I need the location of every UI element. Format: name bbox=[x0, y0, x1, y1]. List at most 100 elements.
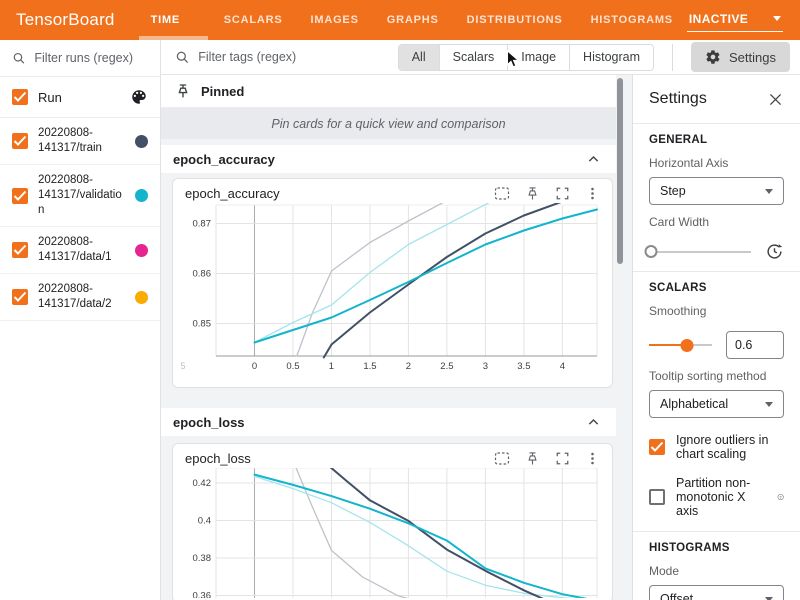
smoothing-value-input[interactable] bbox=[726, 331, 784, 359]
card-width-slider[interactable] bbox=[649, 251, 751, 253]
pin-icon bbox=[175, 83, 191, 99]
card-title: epoch_loss bbox=[185, 451, 251, 466]
epoch-accuracy-line-chart[interactable]: 00.511.522.533.540.850.860.875 bbox=[181, 203, 605, 379]
section-header-epoch-loss[interactable]: epoch_loss bbox=[161, 408, 616, 436]
run-column-label: Run bbox=[38, 90, 120, 105]
svg-text:0.5: 0.5 bbox=[286, 361, 299, 372]
chevron-down-icon bbox=[765, 597, 773, 600]
data-table-toggle-icon[interactable] bbox=[494, 186, 510, 201]
smoothing-slider[interactable] bbox=[649, 344, 712, 346]
card-header: epoch_loss bbox=[173, 444, 612, 468]
histogram-mode-value: Offset bbox=[660, 592, 693, 600]
settings-button[interactable]: Settings bbox=[691, 42, 790, 72]
run-row-data-2[interactable]: 20220808-141317/data/2 bbox=[0, 274, 160, 321]
run-checkbox[interactable] bbox=[12, 242, 28, 258]
tab-histograms[interactable]: HISTOGRAMS bbox=[577, 0, 687, 40]
section-header-epoch-accuracy[interactable]: epoch_accuracy bbox=[161, 145, 616, 173]
help-icon[interactable]: ? bbox=[777, 490, 784, 504]
pinned-title: Pinned bbox=[201, 84, 244, 99]
pinned-empty-message: Pin cards for a quick view and compariso… bbox=[161, 108, 616, 139]
run-name: 20220808-141317/validation bbox=[38, 173, 125, 218]
reset-icon[interactable] bbox=[765, 242, 784, 261]
tag-filter-input[interactable] bbox=[198, 50, 389, 64]
data-table-toggle-icon[interactable] bbox=[494, 451, 510, 466]
tab-graphs[interactable]: GRAPHS bbox=[373, 0, 453, 40]
runs-filter-row bbox=[0, 40, 160, 77]
settings-panel-title: Settings bbox=[649, 90, 707, 108]
tag-toolbar: All Scalars Image Histogram Settings bbox=[161, 40, 800, 75]
filter-scalars-button[interactable]: Scalars bbox=[439, 45, 508, 70]
tab-time-series[interactable]: TIME SERIES bbox=[137, 0, 210, 40]
tooltip-sorting-label: Tooltip sorting method bbox=[649, 369, 784, 383]
pin-icon[interactable] bbox=[525, 451, 540, 466]
ignore-outliers-label: Ignore outliers in chart scaling bbox=[676, 433, 784, 461]
histogram-mode-select[interactable]: Offset bbox=[649, 585, 784, 600]
scalars-section-heading: SCALARS bbox=[649, 282, 784, 294]
run-row-validation[interactable]: 20220808-141317/validation bbox=[0, 165, 160, 227]
svg-text:?: ? bbox=[779, 495, 781, 499]
horizontal-axis-select[interactable]: Step bbox=[649, 177, 784, 205]
general-section-heading: GENERAL bbox=[649, 134, 784, 146]
runs-filter-input[interactable] bbox=[34, 51, 148, 65]
run-checkbox[interactable] bbox=[12, 188, 28, 204]
partition-x-axis-checkbox[interactable] bbox=[649, 489, 665, 505]
svg-text:0.36: 0.36 bbox=[193, 591, 212, 598]
run-row-data-1[interactable]: 20220808-141317/data/1 bbox=[0, 227, 160, 274]
run-name: 20220808-141317/data/1 bbox=[38, 235, 125, 265]
tooltip-sorting-value: Alphabetical bbox=[660, 397, 728, 411]
chevron-down-icon bbox=[765, 402, 773, 407]
svg-text:0: 0 bbox=[252, 361, 257, 372]
filter-histogram-button[interactable]: Histogram bbox=[569, 45, 653, 70]
palette-icon[interactable] bbox=[130, 88, 148, 106]
chevron-down-icon bbox=[765, 189, 773, 194]
pin-icon[interactable] bbox=[525, 186, 540, 201]
search-icon bbox=[12, 50, 25, 66]
run-name: 20220808-141317/train bbox=[38, 126, 125, 156]
svg-text:2: 2 bbox=[406, 361, 411, 372]
more-options-icon[interactable] bbox=[585, 186, 600, 201]
section-title: epoch_accuracy bbox=[173, 152, 275, 167]
svg-text:0.38: 0.38 bbox=[193, 553, 212, 564]
fullscreen-icon[interactable] bbox=[555, 186, 570, 201]
filter-all-button[interactable]: All bbox=[399, 45, 439, 70]
scrollbar-thumb[interactable] bbox=[617, 78, 623, 264]
reload-status-value: INACTIVE bbox=[689, 12, 748, 26]
scalar-card-epoch-loss: epoch_loss 0.420.40.380.36 bbox=[172, 443, 613, 600]
tab-images[interactable]: IMAGES bbox=[297, 0, 373, 40]
app-header: TensorBoard TIME SERIES SCALARS IMAGES G… bbox=[0, 0, 800, 40]
more-options-icon[interactable] bbox=[585, 451, 600, 466]
filter-image-button[interactable]: Image bbox=[507, 45, 569, 70]
svg-text:5: 5 bbox=[181, 361, 186, 372]
tab-scalars[interactable]: SCALARS bbox=[210, 0, 297, 40]
select-all-runs-checkbox[interactable] bbox=[12, 89, 28, 105]
reload-status-dropdown[interactable]: INACTIVE bbox=[687, 9, 783, 32]
run-color-dot bbox=[135, 244, 148, 257]
svg-text:0.87: 0.87 bbox=[193, 219, 212, 230]
run-checkbox[interactable] bbox=[12, 133, 28, 149]
card-actions bbox=[494, 451, 600, 466]
pinned-section-header: Pinned bbox=[161, 75, 616, 108]
run-checkbox[interactable] bbox=[12, 289, 28, 305]
svg-text:0.85: 0.85 bbox=[193, 319, 212, 330]
run-color-dot bbox=[135, 135, 148, 148]
settings-panel: Settings GENERAL Horizontal Axis Step Ca… bbox=[632, 75, 800, 600]
gear-icon bbox=[705, 49, 721, 65]
run-row-train[interactable]: 20220808-141317/train bbox=[0, 118, 160, 165]
ignore-outliers-checkbox[interactable] bbox=[649, 439, 665, 455]
runs-sidebar: Run 20220808-141317/train 20220808-14131… bbox=[0, 40, 161, 600]
fullscreen-icon[interactable] bbox=[555, 451, 570, 466]
chevron-up-icon[interactable] bbox=[586, 152, 601, 167]
header-actions: INACTIVE ? bbox=[687, 9, 800, 32]
epoch-loss-line-chart[interactable]: 0.420.40.380.36 bbox=[181, 468, 605, 598]
svg-text:1: 1 bbox=[329, 361, 334, 372]
run-color-dot bbox=[135, 189, 148, 202]
scalar-card-epoch-accuracy: epoch_accuracy 00.511.522.533.540.850.86… bbox=[172, 178, 613, 388]
close-icon[interactable] bbox=[767, 91, 784, 108]
histogram-mode-label: Mode bbox=[649, 564, 784, 578]
main-nav-tabs: TIME SERIES SCALARS IMAGES GRAPHS DISTRI… bbox=[137, 0, 687, 40]
toolbar-divider bbox=[672, 44, 673, 71]
chevron-up-icon[interactable] bbox=[586, 415, 601, 430]
partition-x-axis-label: Partition non-monotonic X axis bbox=[676, 476, 764, 518]
tab-distributions[interactable]: DISTRIBUTIONS bbox=[453, 0, 577, 40]
tooltip-sorting-select[interactable]: Alphabetical bbox=[649, 390, 784, 418]
